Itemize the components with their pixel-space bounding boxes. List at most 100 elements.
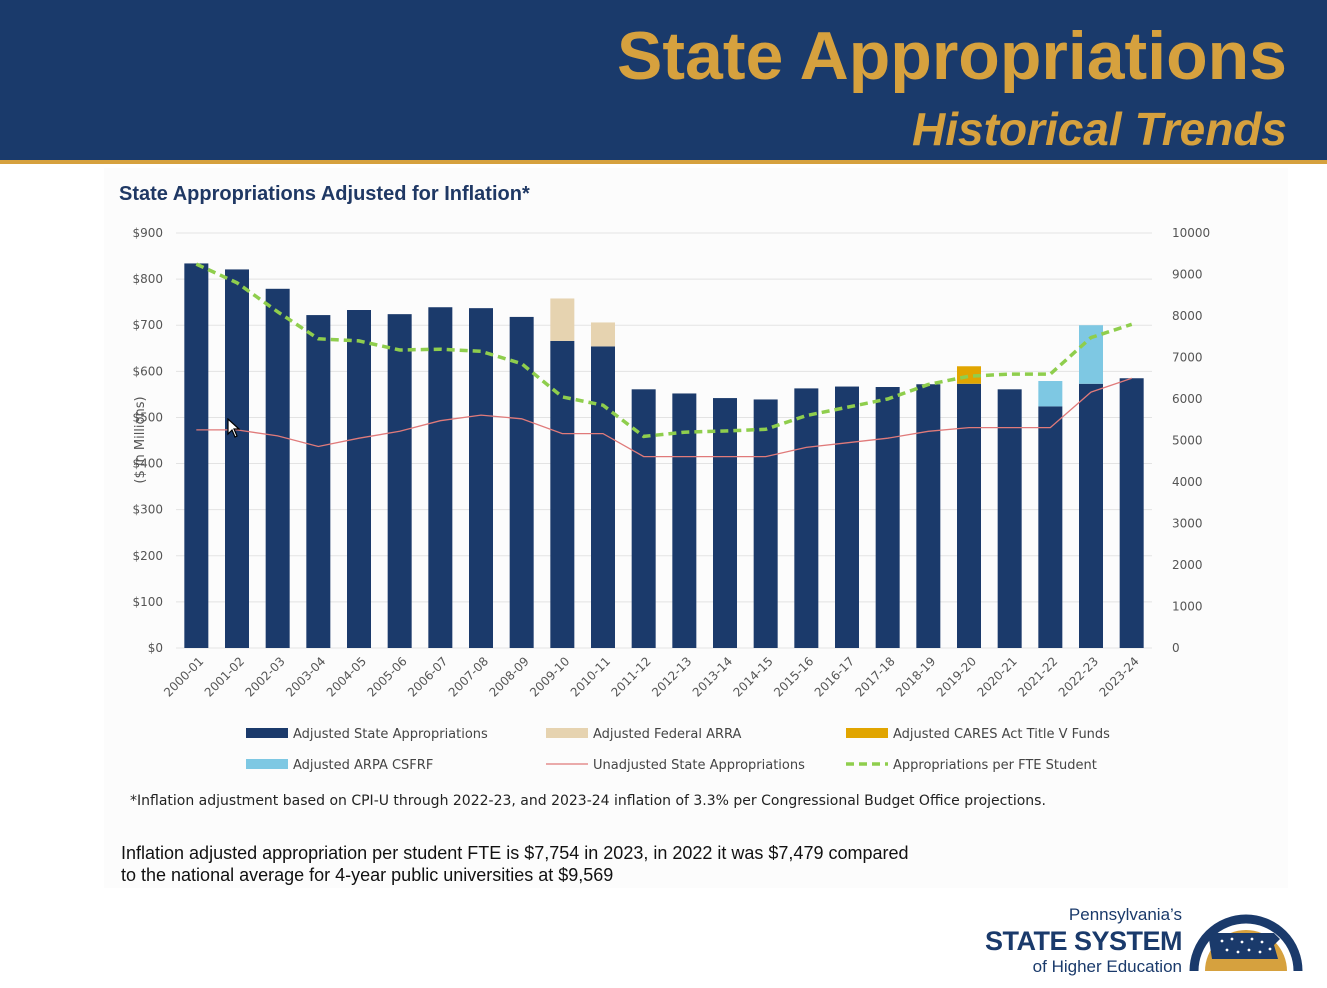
x-tick-label: 2001-02 bbox=[202, 654, 247, 699]
legend-label: Adjusted ARPA CSFRF bbox=[293, 758, 433, 773]
x-tick-label: 2006-07 bbox=[405, 654, 450, 699]
bar-state-appropriations bbox=[1119, 378, 1144, 648]
bar-state-appropriations bbox=[794, 388, 819, 648]
header-rule bbox=[0, 160, 1327, 164]
bar-state-appropriations bbox=[835, 386, 859, 648]
bar-arpa bbox=[1038, 381, 1063, 407]
y-tick-label: $100 bbox=[132, 595, 163, 609]
y-axis-label: ($ in Millions) bbox=[133, 396, 148, 483]
mouse-pointer-icon bbox=[227, 418, 241, 438]
y2-tick-label: 2000 bbox=[1172, 558, 1203, 572]
bar-state-appropriations bbox=[428, 307, 453, 648]
x-tick-label: 2018-19 bbox=[893, 654, 938, 699]
y2-tick-label: 6000 bbox=[1172, 392, 1203, 406]
y2-tick-label: 7000 bbox=[1172, 351, 1203, 365]
bar-state-appropriations bbox=[1079, 383, 1103, 648]
y2-tick-label: 1000 bbox=[1172, 600, 1203, 614]
x-tick-label: 2008-09 bbox=[486, 654, 531, 699]
x-tick-label: 2016-17 bbox=[812, 654, 857, 699]
y-tick-label: $200 bbox=[132, 549, 163, 563]
legend-label: Adjusted Federal ARRA bbox=[593, 727, 742, 742]
y-tick-label: $300 bbox=[132, 503, 163, 517]
bar-state-appropriations bbox=[469, 308, 493, 648]
bar-state-appropriations bbox=[875, 387, 900, 648]
x-tick-label: 2023-24 bbox=[1096, 654, 1141, 699]
x-tick-label: 2003-04 bbox=[283, 654, 328, 699]
x-tick-label: 2002-03 bbox=[242, 654, 287, 699]
bar-state-appropriations bbox=[184, 263, 209, 648]
page-subtitle: Historical Trends bbox=[912, 103, 1287, 155]
y2-tick-label: 9000 bbox=[1172, 268, 1203, 282]
x-tick-label: 2005-06 bbox=[364, 654, 409, 699]
y2-tick-label: 4000 bbox=[1172, 475, 1203, 489]
bar-state-appropriations bbox=[387, 314, 412, 648]
legend-label: Unadjusted State Appropriations bbox=[593, 758, 805, 773]
legend-label: Adjusted CARES Act Title V Funds bbox=[893, 727, 1110, 742]
chart-title: State Appropriations Adjusted for Inflat… bbox=[119, 183, 530, 205]
bar-state-appropriations bbox=[916, 384, 941, 648]
logo-line-2: STATE SYSTEM bbox=[984, 926, 1183, 956]
x-tick-label: 2020-21 bbox=[974, 654, 1019, 699]
bar-state-appropriations bbox=[225, 269, 249, 648]
y2-tick-label: 3000 bbox=[1172, 517, 1203, 531]
bar-state-appropriations bbox=[753, 399, 778, 648]
y-tick-label: $900 bbox=[132, 226, 163, 240]
page-title: State Appropriations bbox=[617, 18, 1287, 94]
y-tick-label: $600 bbox=[132, 364, 163, 378]
bar-state-appropriations bbox=[713, 398, 737, 648]
y-tick-label: $800 bbox=[132, 272, 163, 286]
legend-swatch bbox=[246, 759, 288, 769]
summary-line-1: Inflation adjusted appropriation per stu… bbox=[121, 843, 909, 863]
summary-line-2: to the national average for 4-year publi… bbox=[121, 865, 614, 885]
legend-swatch bbox=[846, 728, 888, 738]
x-tick-label: 2010-11 bbox=[568, 654, 613, 699]
bar-state-appropriations bbox=[957, 383, 981, 648]
x-tick-label: 2013-14 bbox=[690, 654, 735, 699]
x-tick-label: 2017-18 bbox=[852, 654, 897, 699]
bar-state-appropriations bbox=[306, 315, 331, 648]
x-tick-label: 2012-13 bbox=[649, 654, 694, 699]
keystone-state-seal-icon bbox=[1189, 914, 1303, 972]
bar-state-appropriations bbox=[347, 310, 371, 648]
x-tick-label: 2009-10 bbox=[527, 654, 572, 699]
bar-state-appropriations bbox=[1038, 406, 1063, 648]
legend-label: Adjusted State Appropriations bbox=[293, 727, 488, 742]
logo-line-1: Pennsylvania’s bbox=[1068, 905, 1182, 924]
header-banner bbox=[0, 0, 1327, 160]
bar-state-appropriations bbox=[550, 340, 575, 648]
bar-state-appropriations bbox=[591, 346, 615, 648]
y-tick-label: $500 bbox=[132, 410, 163, 424]
line-unadjusted bbox=[196, 377, 1132, 458]
bar-state-appropriations bbox=[672, 393, 697, 648]
logo-line-3: of Higher Education bbox=[1032, 957, 1182, 976]
x-tick-label: 2015-16 bbox=[771, 654, 816, 699]
legend-label: Appropriations per FTE Student bbox=[893, 758, 1097, 773]
y-tick-label: $700 bbox=[132, 318, 163, 332]
bar-federal-arra bbox=[550, 298, 575, 341]
x-tick-label: 2019-20 bbox=[934, 654, 979, 699]
bar-arpa bbox=[1079, 325, 1103, 384]
x-tick-label: 2004-05 bbox=[324, 654, 369, 699]
x-tick-label: 2014-15 bbox=[730, 654, 775, 699]
x-tick-label: 2011-12 bbox=[608, 654, 653, 699]
bar-federal-arra bbox=[591, 322, 615, 347]
state-system-logo: Pennsylvania’s STATE SYSTEM of Higher Ed… bbox=[984, 905, 1183, 977]
bar-cares bbox=[957, 366, 981, 384]
chart-footnote: *Inflation adjustment based on CPI-U thr… bbox=[130, 793, 1046, 809]
x-tick-label: 2007-08 bbox=[446, 654, 491, 699]
y2-tick-label: 0 bbox=[1172, 641, 1180, 655]
y2-tick-label: 8000 bbox=[1172, 309, 1203, 323]
bar-state-appropriations bbox=[509, 316, 534, 648]
legend-swatch bbox=[246, 728, 288, 738]
y2-tick-label: 10000 bbox=[1172, 226, 1210, 240]
x-tick-label: 2000-01 bbox=[161, 654, 206, 699]
x-tick-label: 2022-23 bbox=[1056, 654, 1101, 699]
y2-tick-label: 5000 bbox=[1172, 434, 1203, 448]
bar-state-appropriations bbox=[997, 389, 1022, 648]
summary-text: Inflation adjusted appropriation per stu… bbox=[121, 842, 1021, 886]
bar-state-appropriations bbox=[265, 288, 290, 648]
legend-swatch bbox=[546, 728, 588, 738]
x-tick-label: 2021-22 bbox=[1015, 654, 1060, 699]
y-tick-label: $400 bbox=[132, 457, 163, 471]
